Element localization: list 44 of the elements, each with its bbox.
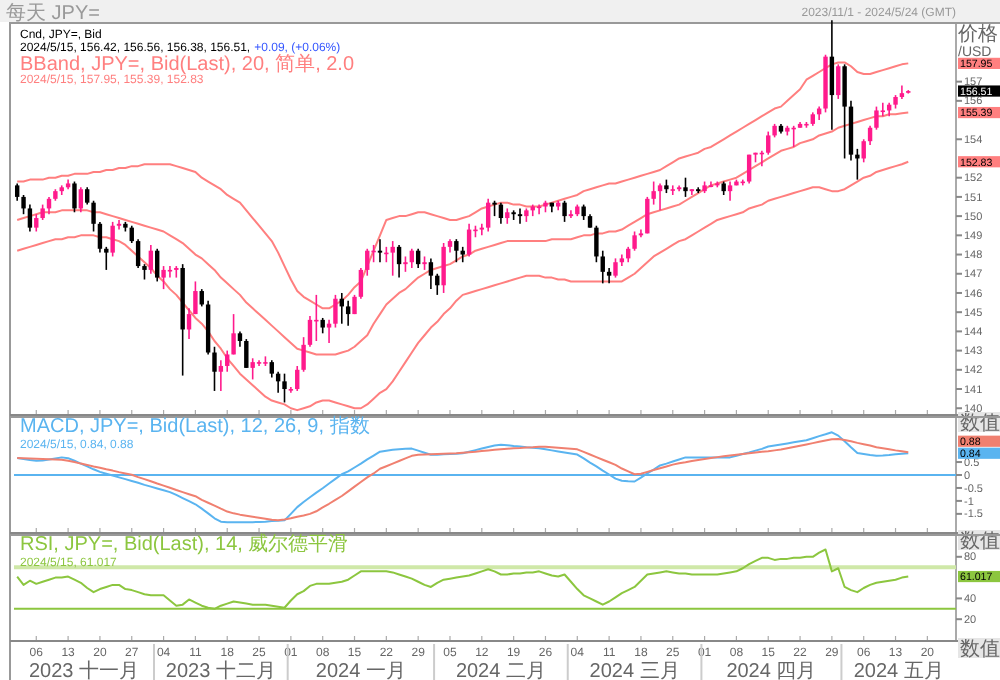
candlestick [72, 180, 77, 214]
candlestick [244, 338, 249, 369]
chart-title: MACD, JPY=, Bid(Last), 12, 26, 9, 指数 [20, 414, 370, 438]
text: 2023 十一月 [28, 659, 140, 680]
candlestick [390, 240, 395, 277]
candlestick [562, 199, 567, 223]
candlestick [155, 247, 160, 283]
annotation: BBand, JPY=, Bid(Last), 20, 简单, 2.0 [20, 52, 355, 76]
candlestick [836, 63, 841, 100]
candlestick [441, 242, 446, 294]
candlestick [466, 223, 472, 258]
candlestick [428, 257, 434, 290]
y-axis-title: 数值 [960, 639, 1000, 661]
candlestick [829, 19, 835, 131]
candlestick [218, 359, 224, 392]
line-series [16, 160, 910, 412]
candlestick [899, 84, 905, 100]
candlestick [746, 153, 752, 185]
candlestick [683, 176, 688, 198]
text: 2024 二月 [455, 661, 546, 680]
text: 2023 十二月 [165, 659, 276, 680]
candlestick [110, 221, 115, 258]
text: 2024 五月 [853, 661, 944, 680]
candlestick [842, 63, 847, 160]
text: 2024 一月 [315, 661, 406, 680]
candlestick [670, 184, 675, 196]
text: 2024 四月 [726, 661, 817, 680]
candlestick [613, 257, 618, 279]
candlestick [377, 238, 383, 264]
candlestick [517, 207, 523, 225]
candlestick [454, 238, 459, 264]
candlestick [167, 265, 173, 279]
candlestick [250, 357, 255, 381]
candlestick [727, 180, 733, 202]
chart-title: RSI, JPY=, Bid(Last), 14, 威尔德平滑 [20, 532, 349, 556]
annotation: 每天 JPY= [6, 1, 101, 25]
candlestick [345, 299, 351, 327]
candlestick [657, 182, 663, 212]
candlestick [27, 203, 33, 233]
candlestick [161, 265, 166, 290]
candlestick [568, 209, 574, 219]
candlestick [485, 198, 491, 233]
candlestick [282, 372, 287, 404]
text: 2024 三月 [589, 661, 680, 680]
